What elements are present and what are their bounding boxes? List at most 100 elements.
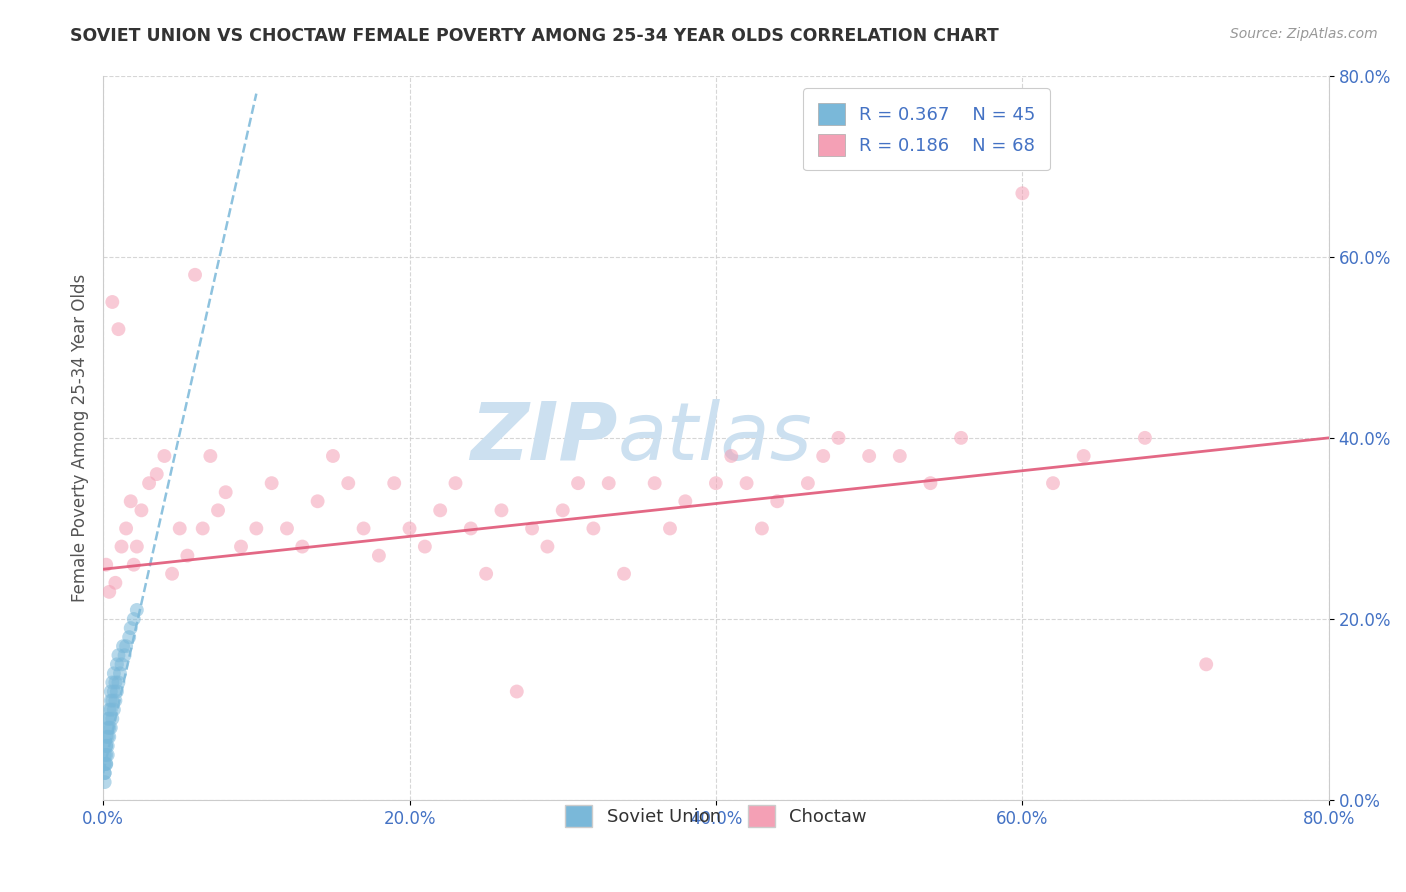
Point <box>659 521 682 535</box>
Point <box>382 476 405 491</box>
Point <box>98 585 121 599</box>
Point <box>105 657 128 672</box>
Point <box>120 494 142 508</box>
Point <box>291 540 314 554</box>
Point <box>103 666 125 681</box>
Point <box>103 684 125 698</box>
Point <box>97 747 120 762</box>
Point <box>720 449 742 463</box>
Point <box>145 467 167 482</box>
Point <box>811 449 834 463</box>
Point <box>367 549 389 563</box>
Point <box>98 712 121 726</box>
Point <box>101 295 124 310</box>
Point <box>93 756 115 771</box>
Point <box>104 675 127 690</box>
Point <box>413 540 436 554</box>
Point <box>184 268 207 282</box>
Point <box>920 476 942 491</box>
Point <box>100 703 122 717</box>
Point <box>93 747 115 762</box>
Point <box>101 693 124 707</box>
Point <box>613 566 636 581</box>
Point <box>120 621 142 635</box>
Point <box>115 521 138 535</box>
Point <box>444 476 467 491</box>
Text: SOVIET UNION VS CHOCTAW FEMALE POVERTY AMONG 25-34 YEAR OLDS CORRELATION CHART: SOVIET UNION VS CHOCTAW FEMALE POVERTY A… <box>70 27 1000 45</box>
Point <box>100 721 122 735</box>
Point <box>138 476 160 491</box>
Point <box>582 521 605 535</box>
Point <box>122 558 145 572</box>
Point <box>889 449 911 463</box>
Point <box>107 648 129 663</box>
Point <box>110 657 132 672</box>
Point <box>169 521 191 535</box>
Point <box>96 558 118 572</box>
Point <box>97 739 120 753</box>
Point <box>153 449 176 463</box>
Point <box>276 521 298 535</box>
Point <box>207 503 229 517</box>
Point <box>506 684 529 698</box>
Text: Source: ZipAtlas.com: Source: ZipAtlas.com <box>1230 27 1378 41</box>
Point <box>93 766 115 780</box>
Point <box>100 693 122 707</box>
Point <box>104 575 127 590</box>
Point <box>551 503 574 517</box>
Point <box>96 739 118 753</box>
Point <box>858 449 880 463</box>
Point <box>1133 431 1156 445</box>
Point <box>200 449 222 463</box>
Point <box>100 684 122 698</box>
Point <box>96 747 118 762</box>
Point <box>567 476 589 491</box>
Point <box>191 521 214 535</box>
Point <box>1011 186 1033 201</box>
Text: ZIP: ZIP <box>471 399 617 477</box>
Point <box>97 721 120 735</box>
Point <box>644 476 666 491</box>
Point <box>131 503 153 517</box>
Point <box>245 521 267 535</box>
Point <box>766 494 789 508</box>
Text: atlas: atlas <box>617 399 813 477</box>
Point <box>215 485 238 500</box>
Point <box>229 540 252 554</box>
Point <box>176 549 198 563</box>
Point <box>96 756 118 771</box>
Point <box>112 639 135 653</box>
Point <box>101 675 124 690</box>
Point <box>460 521 482 535</box>
Point <box>260 476 283 491</box>
Point <box>96 730 118 744</box>
Point <box>160 566 183 581</box>
Point <box>520 521 543 535</box>
Point <box>751 521 773 535</box>
Point <box>704 476 727 491</box>
Point <box>107 322 129 336</box>
Point <box>475 566 498 581</box>
Point <box>598 476 620 491</box>
Point <box>122 612 145 626</box>
Point <box>322 449 344 463</box>
Point <box>115 639 138 653</box>
Point <box>337 476 360 491</box>
Point <box>108 666 131 681</box>
Point <box>101 712 124 726</box>
Point <box>105 684 128 698</box>
Point <box>98 721 121 735</box>
Point <box>827 431 849 445</box>
Point <box>536 540 558 554</box>
Point <box>93 766 115 780</box>
Point <box>735 476 758 491</box>
Point <box>96 739 118 753</box>
Point <box>307 494 329 508</box>
Point <box>107 675 129 690</box>
Point <box>950 431 973 445</box>
Point <box>398 521 420 535</box>
Point <box>96 756 118 771</box>
Point <box>1073 449 1095 463</box>
Point <box>114 648 136 663</box>
Point <box>491 503 513 517</box>
